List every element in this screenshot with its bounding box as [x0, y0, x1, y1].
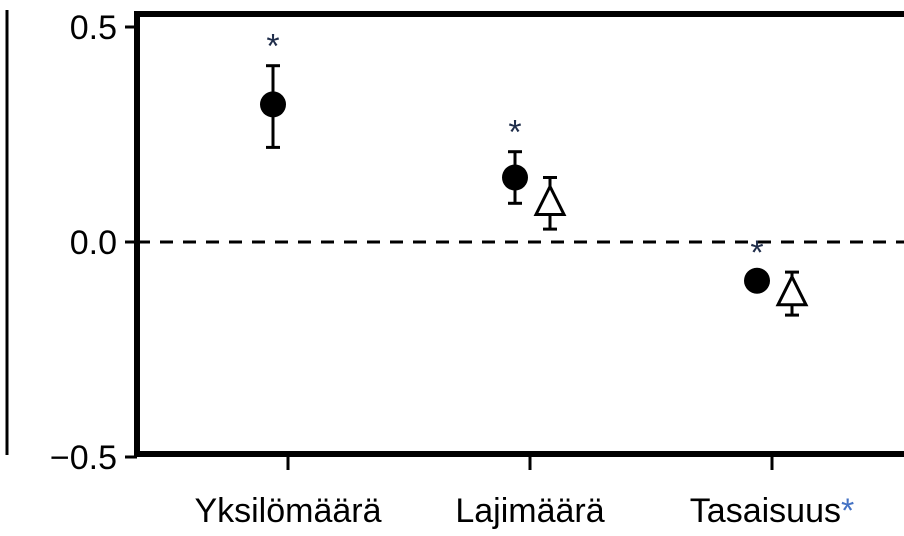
y-tick-label: −0.5	[50, 439, 117, 477]
x-tick-label: Yksilömäärä	[194, 492, 381, 530]
significance-asterisk: *	[266, 28, 279, 66]
significance-asterisk: *	[750, 234, 763, 272]
x-tick-label: Tasaisuus*	[690, 492, 854, 530]
y-tick-label: 0.0	[70, 224, 117, 262]
point-open-triangle	[775, 273, 809, 307]
x-tick-label-text: Tasaisuus	[690, 492, 841, 530]
x-tick-label-asterisk: *	[841, 492, 854, 530]
x-tick-label-text: Yksilömäärä	[194, 492, 381, 530]
x-tick-label: Lajimäärä	[455, 492, 604, 530]
point-filled-circle	[502, 164, 528, 191]
point-open-triangle	[533, 183, 567, 216]
point-filled-circle	[260, 91, 286, 118]
y-tick-label: 0.5	[70, 9, 117, 47]
significance-asterisk: *	[508, 114, 521, 152]
point-filled-circle	[744, 267, 770, 294]
x-tick-label-text: Lajimäärä	[455, 492, 604, 530]
plot-frame	[134, 11, 904, 457]
